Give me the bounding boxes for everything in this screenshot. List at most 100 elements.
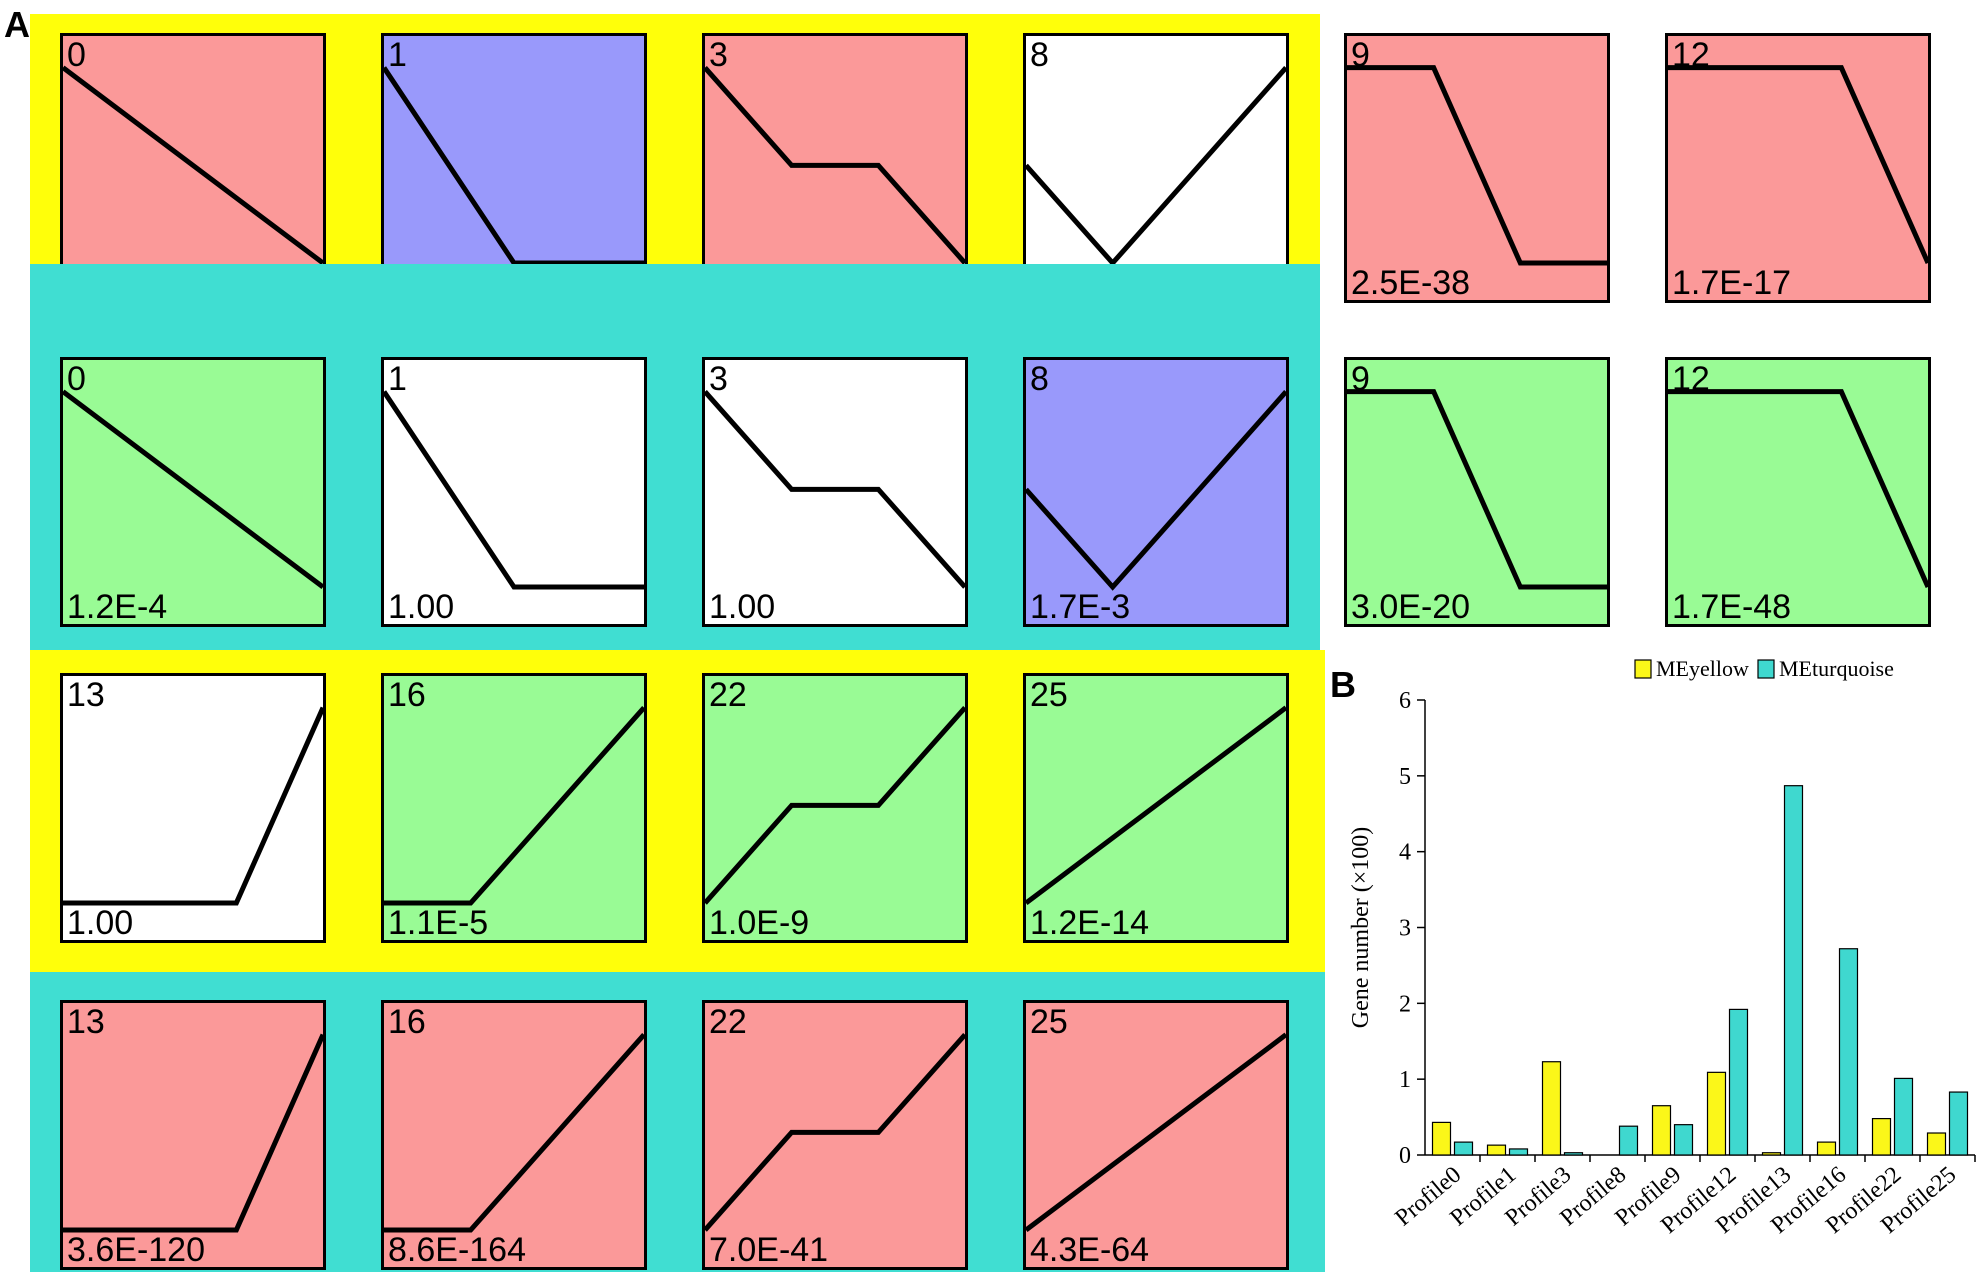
profile-pvalue: 1.2E-14 [1030, 904, 1150, 942]
profile-box-8: 81.00 [1023, 33, 1289, 303]
profile-box-16: 16 1.1E-5 [381, 673, 647, 943]
profile-trend-line [705, 360, 965, 624]
profile-box-8: 8 1.7E-3 [1023, 357, 1289, 627]
profile-trend-line [1026, 36, 1286, 300]
profile-id: 12 [1672, 36, 1710, 74]
profile-id: 16 [388, 1003, 426, 1041]
profile-id: 0 [67, 36, 86, 74]
profile-id: 12 [1672, 360, 1710, 398]
profile-trend-line [384, 360, 644, 624]
profile-id: 1 [388, 360, 407, 398]
profile-box-9: 9 2.5E-38 [1344, 33, 1610, 303]
profile-pvalue: 1.00 [67, 904, 134, 942]
y-tick-label: 5 [1399, 764, 1411, 790]
profile-id: 9 [1351, 36, 1370, 74]
profile-pvalue: 8.6E-164 [388, 1231, 526, 1269]
y-tick-label: 2 [1399, 991, 1411, 1017]
bar-MEturquoise-Profile9 [1673, 1124, 1694, 1156]
bar-MEyellow-Profile3 [1541, 1061, 1562, 1156]
y-axis-label: Gene number (×100) [1348, 827, 1374, 1028]
profile-box-22: 22 7.0E-41 [702, 1000, 968, 1270]
legend-label-MEyellow: MEyellow [1656, 656, 1749, 681]
bar-MEturquoise-Profile25 [1948, 1091, 1969, 1156]
legend-label-MEturquoise: MEturquoise [1779, 656, 1894, 681]
profile-box-13: 13 1.00 [60, 673, 326, 943]
profile-box-3: 36.1E-65 [702, 33, 968, 303]
profile-trend-line [384, 676, 644, 940]
bar-MEturquoise-Profile13 [1783, 785, 1804, 1156]
profile-pvalue: 1.7E-3 [1030, 588, 1131, 626]
bar-MEyellow-Profile0 [1431, 1121, 1452, 1156]
profile-trend-line [1668, 360, 1928, 624]
bar-MEturquoise-Profile1 [1508, 1148, 1529, 1156]
bar-MEturquoise-Profile8 [1618, 1125, 1639, 1156]
y-tick-label: 0 [1399, 1143, 1411, 1169]
profile-box-25: 25 1.2E-14 [1023, 673, 1289, 943]
profile-trend-line [1026, 1003, 1286, 1267]
profile-box-12: 12 1.7E-17 [1665, 33, 1931, 303]
profile-id: 8 [1030, 36, 1049, 74]
profile-pvalue: 2.5E-38 [1351, 264, 1471, 302]
bar-MEyellow-Profile12 [1706, 1071, 1727, 1156]
profile-box-0: 06.0E-29 [60, 33, 326, 303]
y-tick-label: 4 [1399, 840, 1411, 866]
profile-box-9: 9 3.0E-20 [1344, 357, 1610, 627]
profile-pvalue: 1.1E-5 [388, 904, 489, 942]
profile-id: 9 [1351, 360, 1370, 398]
bar-MEturquoise-Profile3 [1563, 1152, 1584, 1156]
profile-trend-line [705, 36, 965, 300]
profile-trend-line [63, 360, 323, 624]
profile-id: 3 [709, 360, 728, 398]
profile-box-25: 25 4.3E-64 [1023, 1000, 1289, 1270]
profile-trend-line [705, 676, 965, 940]
profile-box-22: 22 1.0E-9 [702, 673, 968, 943]
y-tick-label: 1 [1399, 1067, 1411, 1093]
profile-box-3: 3 1.00 [702, 357, 968, 627]
bar-MEyellow-Profile1 [1486, 1144, 1507, 1156]
profile-trend-line [705, 1003, 965, 1267]
y-tick-label: 6 [1399, 688, 1411, 714]
profile-trend-line [1026, 360, 1286, 624]
profile-trend-line [384, 36, 644, 300]
panel-a-label: A [4, 4, 30, 45]
profile-trend-line [1347, 36, 1607, 300]
profile-id: 3 [709, 36, 728, 74]
profile-pvalue: 1.00 [709, 588, 776, 626]
profile-trend-line [1347, 360, 1607, 624]
profile-pvalue: 7.0E-41 [709, 1231, 829, 1269]
profile-trend-line [63, 1003, 323, 1267]
profile-trend-line [63, 676, 323, 940]
bar-MEturquoise-Profile16 [1838, 948, 1859, 1156]
bar-MEturquoise-Profile12 [1728, 1008, 1749, 1156]
profile-pvalue: 1.7E-48 [1672, 588, 1792, 626]
bar-MEturquoise-Profile0 [1453, 1141, 1474, 1156]
profile-pvalue: 1.7E-17 [1672, 264, 1792, 302]
y-tick-label: 3 [1399, 916, 1411, 942]
profile-pvalue: 4.3E-64 [1030, 1231, 1150, 1269]
profile-id: 13 [67, 676, 105, 714]
profile-id: 25 [1030, 676, 1068, 714]
bar-MEyellow-Profile16 [1816, 1141, 1837, 1156]
profile-id: 22 [709, 676, 747, 714]
profile-pvalue: 1.2E-4 [67, 588, 168, 626]
profile-trend-line [1668, 36, 1928, 300]
profile-box-13: 13 3.6E-120 [60, 1000, 326, 1270]
profile-id: 0 [67, 360, 86, 398]
profile-id: 16 [388, 676, 426, 714]
profile-box-12: 12 1.7E-48 [1665, 357, 1931, 627]
profile-id: 8 [1030, 360, 1049, 398]
profile-pvalue: 1.0E-9 [709, 904, 810, 942]
profile-pvalue: 1.00 [388, 588, 455, 626]
profile-id: 13 [67, 1003, 105, 1041]
profile-id: 25 [1030, 1003, 1068, 1041]
profile-id: 22 [709, 1003, 747, 1041]
profile-pvalue: 3.6E-120 [67, 1231, 205, 1269]
profile-box-16: 16 8.6E-164 [381, 1000, 647, 1270]
bar-MEturquoise-Profile22 [1893, 1077, 1914, 1156]
profile-trend-line [63, 36, 323, 300]
bar-MEyellow-Profile9 [1651, 1105, 1672, 1156]
profile-box-1: 1 1.00 [381, 357, 647, 627]
profile-trend-line [1026, 676, 1286, 940]
profile-box-0: 0 1.2E-4 [60, 357, 326, 627]
